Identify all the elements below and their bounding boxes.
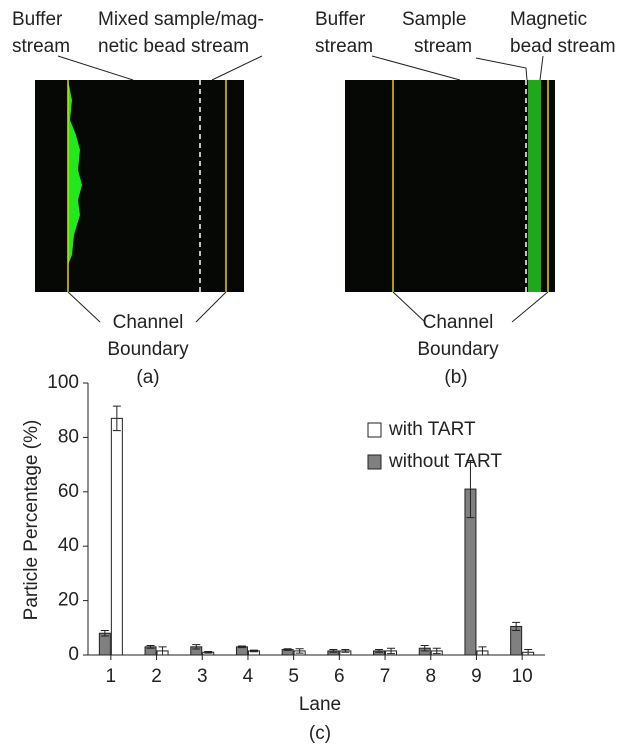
leader-line — [392, 291, 426, 323]
micrograph-b — [345, 80, 555, 292]
error-bar — [524, 649, 533, 656]
legend-swatch — [367, 454, 382, 470]
bar — [98, 632, 111, 656]
error-bar — [204, 650, 213, 654]
y-tick-label: 40 — [58, 535, 79, 556]
x-tick-label: 1 — [106, 666, 117, 687]
error-bar — [192, 644, 201, 650]
y-axis-title: Particle Percentage (%) — [21, 420, 42, 621]
legend-label: without TART — [388, 451, 502, 472]
x-tick-label: 2 — [151, 666, 162, 687]
error-bar — [100, 630, 109, 637]
micrograph-a — [35, 80, 244, 292]
x-tick-label: 4 — [243, 666, 254, 687]
leader-line — [195, 291, 227, 323]
label: Sample — [402, 9, 466, 30]
label: stream — [315, 36, 373, 57]
x-tick-label: 5 — [288, 666, 299, 687]
caption: (a) — [136, 367, 159, 388]
x-tick-label: 10 — [512, 666, 533, 687]
legend-swatch — [367, 422, 382, 438]
label: netic bead stream — [98, 36, 249, 57]
bead-stream — [528, 80, 541, 292]
label: bead stream — [510, 36, 616, 57]
error-bar — [237, 645, 246, 649]
error-bar — [375, 649, 384, 653]
caption: (c) — [309, 723, 331, 744]
label: Mixed sample/mag- — [98, 9, 264, 30]
x-tick-label: 9 — [471, 666, 482, 687]
label: stream — [414, 36, 472, 57]
error-bar — [341, 649, 350, 653]
leader-line — [57, 55, 134, 81]
leader-line — [475, 57, 528, 81]
label: Buffer — [12, 9, 63, 30]
x-axis-title: Lane — [299, 694, 341, 715]
y-tick-label: 100 — [47, 372, 79, 393]
error-bar — [512, 621, 521, 632]
y-tick-label: 80 — [58, 426, 79, 447]
bar — [110, 417, 123, 656]
leader-line — [67, 291, 101, 323]
y-tick-label: 20 — [58, 590, 79, 611]
label: Boundary — [417, 339, 499, 360]
label: Boundary — [107, 339, 189, 360]
error-bar — [466, 460, 475, 519]
label: Channel — [113, 312, 184, 333]
error-bar — [295, 648, 304, 654]
error-bar — [387, 647, 396, 655]
x-tick-label: 7 — [380, 666, 391, 687]
error-bar — [146, 644, 155, 649]
x-tick-label: 6 — [334, 666, 345, 687]
error-bar — [112, 405, 121, 432]
label: stream — [12, 36, 70, 57]
y-tick-label: 60 — [58, 481, 79, 502]
error-bar — [478, 646, 487, 656]
x-tick-label: 3 — [197, 666, 208, 687]
error-bar — [432, 647, 441, 655]
particle-cluster — [68, 80, 82, 265]
x-tick-label: 8 — [425, 666, 436, 687]
leader-line — [211, 55, 263, 81]
label: Channel — [423, 312, 494, 333]
y-tick-label: 0 — [68, 644, 79, 665]
error-bar — [420, 644, 429, 652]
label: Buffer — [315, 9, 366, 30]
label: Magnetic — [510, 9, 587, 30]
caption: (b) — [444, 367, 467, 388]
error-bar — [283, 648, 292, 651]
error-bar — [329, 649, 338, 653]
leader-line — [511, 291, 549, 323]
legend-label: with TART — [388, 419, 476, 440]
leader-line — [539, 55, 544, 81]
error-bar — [249, 649, 258, 653]
error-bar — [158, 646, 167, 656]
leader-line — [371, 55, 461, 81]
